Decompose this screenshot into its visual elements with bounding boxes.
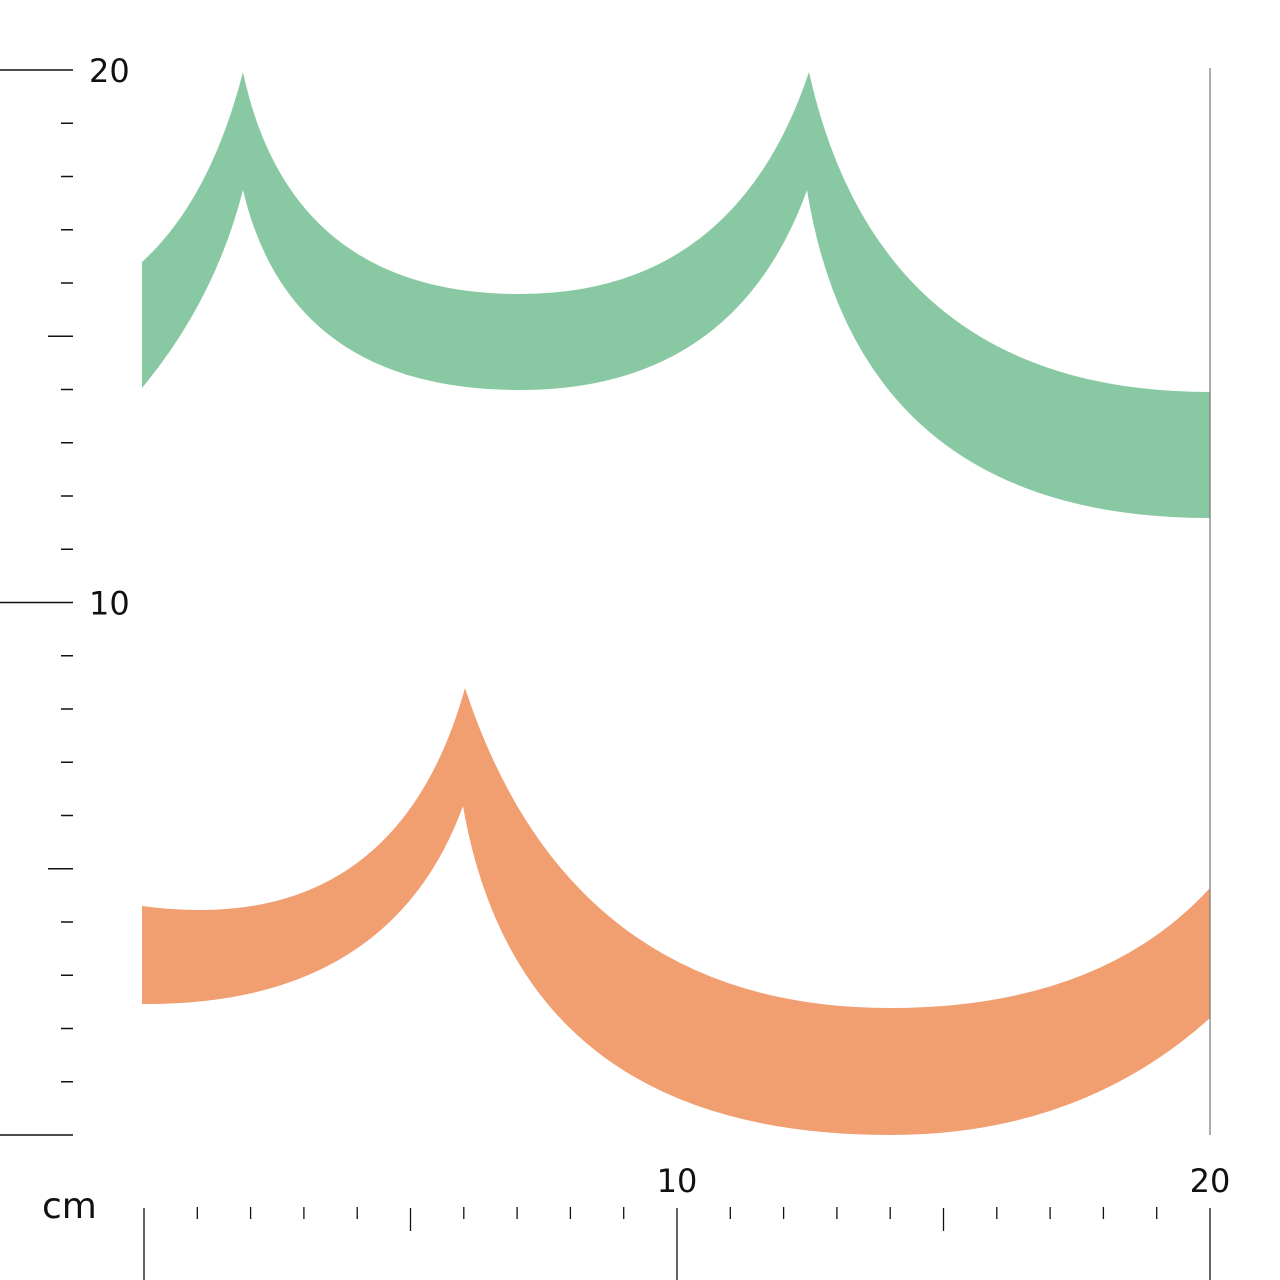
- vertical-tick-label: 10: [89, 585, 130, 623]
- bands-layer: [142, 72, 1210, 1135]
- unit-label: cm: [42, 1186, 97, 1227]
- vertical-tick-label: 20: [89, 52, 130, 90]
- horizontal-ruler: 10 20: [143, 1162, 1231, 1280]
- horizontal-tick-label: 10: [657, 1162, 698, 1200]
- vertical-ruler: 10 20: [0, 52, 130, 1136]
- green-band: [142, 72, 1210, 518]
- horizontal-tick-label: 20: [1190, 1162, 1231, 1200]
- orange-band: [142, 688, 1210, 1135]
